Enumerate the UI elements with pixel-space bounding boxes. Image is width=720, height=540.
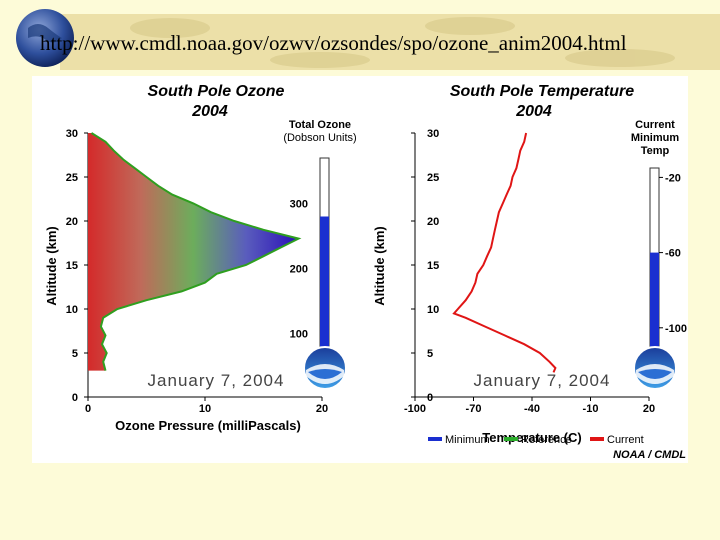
temp-legend: Minimum Reference Current xyxy=(428,434,644,446)
credit-label: NOAA / CMDL xyxy=(613,449,686,461)
ozone-gauge-scale: 300 200 100 xyxy=(290,199,308,341)
ozone-y-tick-label: 5 xyxy=(72,348,78,360)
temp-gauge-tick-label: -20 xyxy=(665,172,681,184)
ozone-y-tick-label: 15 xyxy=(66,260,78,272)
ozone-x-tick-label: 20 xyxy=(316,403,328,415)
temp-y-tick-label: 20 xyxy=(427,216,439,228)
temp-x-tick-label: -70 xyxy=(466,403,482,415)
ozone-y-tick-label: 10 xyxy=(66,304,78,316)
ozone-y-label: Altitude (km) xyxy=(44,226,59,305)
temp-title: South Pole Temperature xyxy=(450,83,634,100)
ozone-gauge-fill xyxy=(320,216,329,366)
temp-y-label: Altitude (km) xyxy=(372,226,387,305)
ozone-y-tick-label: 20 xyxy=(66,216,78,228)
temp-x-tick-label: -10 xyxy=(583,403,599,415)
ozone-y-tick-label: 25 xyxy=(66,172,78,184)
legend-label-reference: Reference xyxy=(521,434,572,446)
banner: http://www.cmdl.noaa.gov/ozwv/ozsondes/s… xyxy=(0,0,720,76)
temp-gauge-label-1: Current xyxy=(635,119,675,131)
temp-y-tick-label: 0 xyxy=(427,392,433,404)
ozone-profile-outline xyxy=(90,132,302,371)
ozone-x-label: Ozone Pressure (milliPascals) xyxy=(115,418,301,433)
ozone-gauge-tick-label: 200 xyxy=(290,264,308,276)
ozone-profile-fill xyxy=(88,133,299,371)
temp-subtitle: 2004 xyxy=(515,103,552,120)
banner-strip xyxy=(60,14,720,70)
ozone-x-tick-label: 0 xyxy=(85,403,91,415)
chart-panel: South Pole Ozone 2004 Total Ozone (Dobso… xyxy=(32,76,688,463)
temp-x-tick-label: -100 xyxy=(404,403,426,415)
temp-y-tick-label: 10 xyxy=(427,304,439,316)
temp-x-axis: -100 -70 -40 -10 20 xyxy=(404,397,655,415)
ozone-x-tick-label: 10 xyxy=(199,403,211,415)
banner-art xyxy=(0,0,720,76)
page-url[interactable]: http://www.cmdl.noaa.gov/ozwv/ozsondes/s… xyxy=(40,31,627,55)
temp-gauge-label-3: Temp xyxy=(641,145,670,157)
ozone-y-tick-label: 0 xyxy=(72,392,78,404)
temp-gauge-tick-label: -60 xyxy=(665,248,681,260)
ozone-y-axis: 0 5 10 15 20 25 30 xyxy=(66,128,88,404)
temp-gauge-tick-label: -100 xyxy=(665,323,687,335)
ozone-x-axis: 0 10 20 xyxy=(85,397,328,415)
temp-x-label: Temperature (C) xyxy=(482,430,581,445)
temp-gauge-scale: -20 -60 -100 xyxy=(659,172,687,335)
temp-y-axis: 0 5 10 15 20 25 30 xyxy=(411,128,439,404)
temp-y-tick-label: 30 xyxy=(427,128,439,140)
temp-current-line xyxy=(452,132,557,373)
temp-date: January 7, 2004 xyxy=(474,371,611,390)
temp-x-tick-label: 20 xyxy=(643,403,655,415)
temp-y-tick-label: 5 xyxy=(427,348,433,360)
legend-label-current: Current xyxy=(607,434,644,446)
ozone-gauge-tick-label: 100 xyxy=(290,329,308,341)
temp-y-tick-label: 15 xyxy=(427,260,439,272)
ozone-gauge-label: Total Ozone xyxy=(289,119,351,131)
legend-label-minimum: Minimum xyxy=(445,434,490,446)
ozone-date: January 7, 2004 xyxy=(148,371,285,390)
ozone-subtitle: 2004 xyxy=(191,103,228,120)
ozone-gauge-tick-label: 300 xyxy=(290,199,308,211)
temp-gauge-label-2: Minimum xyxy=(631,132,679,144)
ozone-gauge-units: (Dobson Units) xyxy=(283,132,356,144)
ozone-title: South Pole Ozone xyxy=(148,83,285,100)
temp-x-tick-label: -40 xyxy=(524,403,540,415)
charts: South Pole Ozone 2004 Total Ozone (Dobso… xyxy=(44,83,687,461)
ozone-y-tick-label: 30 xyxy=(66,128,78,140)
temp-y-tick-label: 25 xyxy=(427,172,439,184)
temp-gauge-fill xyxy=(650,252,659,356)
